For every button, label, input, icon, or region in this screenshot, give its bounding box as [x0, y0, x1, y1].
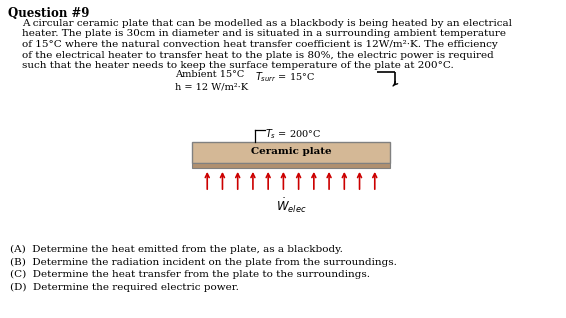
Text: (D)  Determine the required electric power.: (D) Determine the required electric powe…	[10, 282, 239, 292]
Text: h = 12 W/m²·K: h = 12 W/m²·K	[175, 82, 248, 91]
Text: $T_s$ = 200°C: $T_s$ = 200°C	[265, 127, 321, 141]
Text: of the electrical heater to transfer heat to the plate is 80%, the electric powe: of the electrical heater to transfer hea…	[22, 51, 494, 59]
Text: Ceramic plate: Ceramic plate	[251, 147, 331, 156]
Text: (B)  Determine the radiation incident on the plate from the surroundings.: (B) Determine the radiation incident on …	[10, 258, 397, 266]
Bar	[192, 142, 390, 163]
Text: A circular ceramic plate that can be modelled as a blackbody is being heated by : A circular ceramic plate that can be mod…	[22, 19, 512, 28]
Text: $T_{surr}$ = 15°C: $T_{surr}$ = 15°C	[255, 70, 315, 84]
Text: (C)  Determine the heat transfer from the plate to the surroundings.: (C) Determine the heat transfer from the…	[10, 270, 370, 279]
Text: $\dot{W}_{elec}$: $\dot{W}_{elec}$	[276, 196, 306, 215]
Text: Question #9: Question #9	[8, 7, 89, 20]
Text: heater. The plate is 30cm in diameter and is situated in a surrounding ambient t: heater. The plate is 30cm in diameter an…	[22, 30, 506, 38]
Bar	[192, 163, 390, 168]
Text: such that the heater needs to keep the surface temperature of the plate at 200°C: such that the heater needs to keep the s…	[22, 61, 454, 70]
Text: Ambient 15°C: Ambient 15°C	[175, 70, 245, 79]
Text: (A)  Determine the heat emitted from the plate, as a blackbody.: (A) Determine the heat emitted from the …	[10, 245, 343, 254]
Text: of 15°C where the natural convection heat transfer coefficient is 12W/m²·K. The : of 15°C where the natural convection hea…	[22, 40, 498, 49]
